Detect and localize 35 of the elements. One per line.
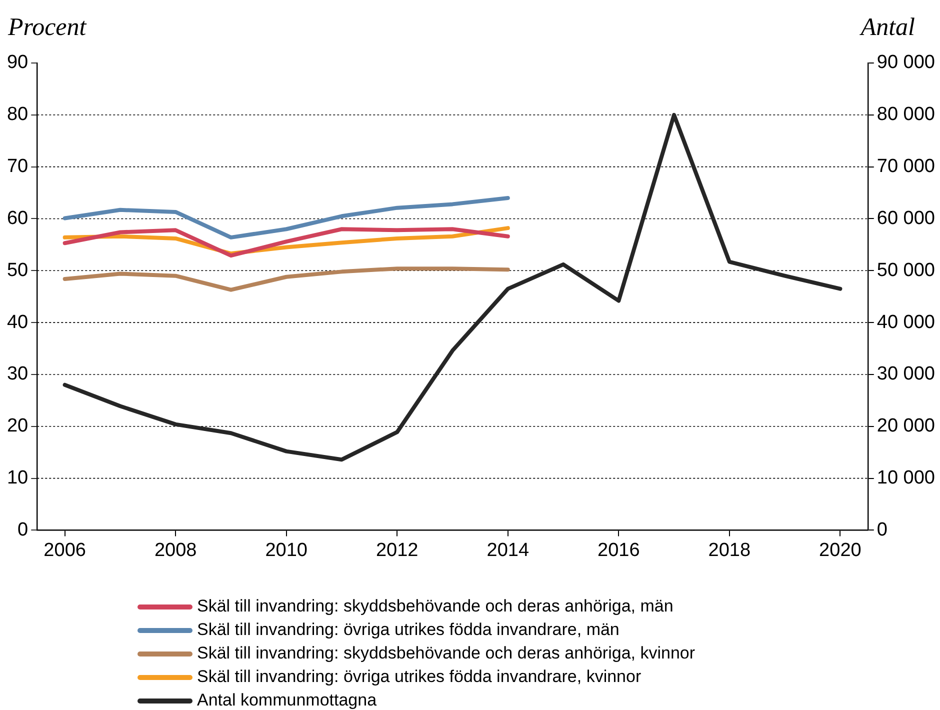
y2-axis-title: Antal bbox=[858, 14, 916, 42]
y-tick-label: 20 bbox=[6, 416, 28, 437]
y-tick-label: 70 bbox=[6, 156, 28, 178]
x-tick-label: 2006 bbox=[44, 540, 86, 561]
y2-tick-label: 10 000 bbox=[876, 468, 936, 489]
y2-tick-label: 80 000 bbox=[876, 104, 936, 126]
y2-tick-label: 90 000 bbox=[876, 52, 936, 74]
x-tick-label: 2010 bbox=[265, 540, 308, 561]
y-axis-title: Procent bbox=[7, 14, 88, 42]
y2-tick-label: 40 000 bbox=[876, 312, 936, 333]
y-tick-label: 50 bbox=[6, 260, 28, 281]
x-tick-label: 2014 bbox=[486, 540, 530, 561]
x-tick-label: 2020 bbox=[819, 540, 862, 561]
y2-tick-label: 0 bbox=[876, 519, 888, 540]
legend-label: Antal kommunmottagna bbox=[197, 690, 378, 710]
legend-label: Skäl till invandring: övriga utrikes födda invandrare, kvinnor bbox=[197, 667, 642, 686]
y-tick-label: 60 bbox=[6, 208, 28, 229]
legend-label: Skäl till invandring: skyddsbehövande och deras anhöriga, män bbox=[197, 596, 674, 616]
y-tick-label: 40 bbox=[6, 312, 28, 333]
y-tick-label: 30 bbox=[6, 364, 28, 385]
y2-tick-label: 20 000 bbox=[876, 416, 936, 437]
x-tick-label: 2018 bbox=[708, 540, 751, 561]
y-tick-label: 10 bbox=[6, 468, 28, 489]
legend-label: Skäl till invandring: skyddsbehövande och deras anhöriga, kvinnor bbox=[197, 644, 696, 663]
y2-tick-label: 70 000 bbox=[876, 156, 936, 178]
legend-label: Skäl till invandring: övriga utrikes födda invandrare, män bbox=[197, 620, 620, 640]
y-tick-label: 0 bbox=[18, 519, 28, 540]
y-tick-label: 80 bbox=[6, 104, 28, 126]
y2-tick-label: 30 000 bbox=[876, 364, 936, 385]
x-tick-label: 2008 bbox=[154, 540, 197, 561]
x-tick-label: 2016 bbox=[598, 540, 640, 561]
y2-tick-label: 50 000 bbox=[876, 260, 936, 281]
y-tick-label: 90 bbox=[6, 52, 28, 74]
x-tick-label: 2012 bbox=[376, 540, 418, 561]
y2-tick-label: 60 000 bbox=[876, 208, 936, 229]
